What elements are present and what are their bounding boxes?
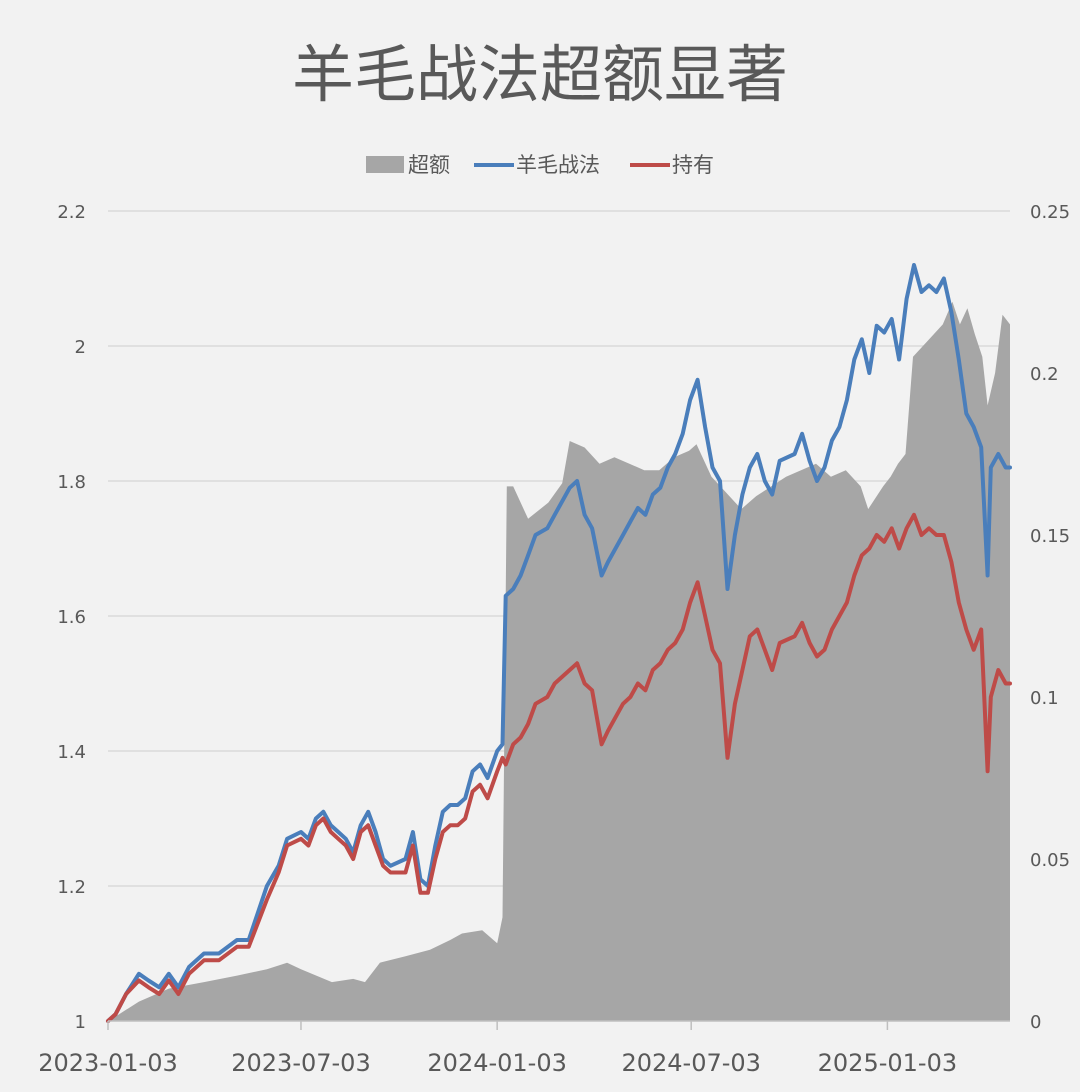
y-left-tick-label-6: 2.2 [57, 202, 86, 223]
series-area-0 [108, 301, 1010, 1021]
legend-label-2: 持有 [672, 153, 714, 177]
x-tick-label-0: 2023-01-03 [38, 1049, 177, 1077]
y-right-tick-label-4: 0.2 [1030, 364, 1059, 385]
y-left-tick-label-3: 1.6 [57, 607, 86, 628]
series-line-2 [106, 512, 1012, 1023]
x-tick-label-3: 2024-07-03 [621, 1049, 760, 1077]
chart-title: 羊毛战法超额显著 [292, 38, 788, 111]
y-left-tick-label-2: 1.4 [57, 742, 86, 763]
y-right-tick-label-0: 0 [1030, 1012, 1041, 1033]
line-layer [106, 263, 1012, 1023]
y-right-tick-label-5: 0.25 [1030, 202, 1070, 223]
legend: 超额 羊毛战法 持有 [366, 153, 714, 177]
series-line-1 [106, 263, 1012, 1023]
legend-swatch-0 [366, 156, 404, 173]
y-right-tick-label-2: 0.1 [1030, 688, 1059, 709]
legend-label-1: 羊毛战法 [516, 153, 600, 177]
y-left-tick-label-0: 1 [75, 1012, 86, 1033]
x-tick-label-4: 2025-01-03 [818, 1049, 957, 1077]
x-axis: 2023-01-03 2023-07-03 2024-01-03 2024-07-03… [38, 1020, 1010, 1077]
legend-label-0: 超额 [408, 153, 450, 177]
y-left-tick-label-4: 1.8 [57, 472, 86, 493]
x-tick-label-2: 2024-01-03 [427, 1049, 566, 1077]
y-right-tick-label-3: 0.15 [1030, 526, 1070, 547]
y-axis-left: 1 1.2 1.4 1.6 1.8 2 2.2 [57, 202, 86, 1033]
y-left-tick-label-5: 2 [75, 337, 86, 358]
y-axis-right: 0 0.05 0.1 0.15 0.2 0.25 [1030, 202, 1070, 1033]
x-tick-label-1: 2023-07-03 [231, 1049, 370, 1077]
y-left-tick-label-1: 1.2 [57, 877, 86, 898]
y-right-tick-label-1: 0.05 [1030, 850, 1070, 871]
area-layer [108, 301, 1010, 1021]
